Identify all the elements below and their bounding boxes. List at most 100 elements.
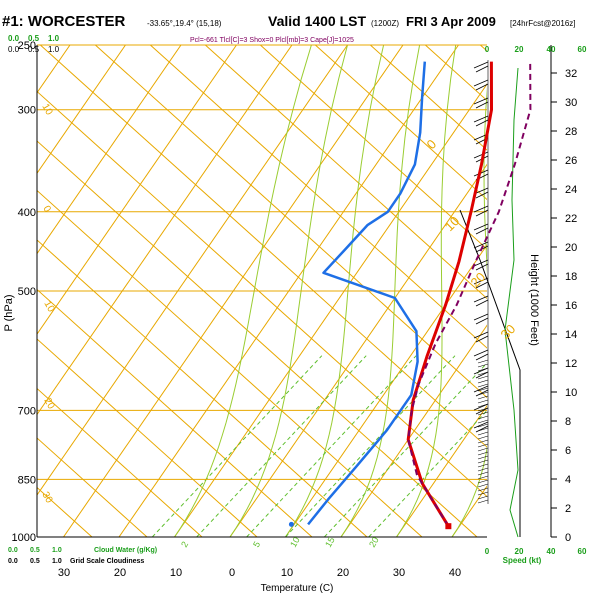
wind-barb [475,299,489,307]
wind-barb [473,277,489,285]
pressure-tick-label: 500 [18,286,36,298]
dry-adiabat-line [37,536,38,537]
station-name: #1: WORCESTER [2,13,126,30]
grid-cloudiness-label: Grid Scale Cloudiness [70,558,144,565]
wind-barb-dense [477,367,489,372]
wind-speed-tick-label: 0 [485,45,490,54]
moist-adiabat-line [396,45,457,537]
temperature-marker [445,523,452,530]
mixing-ratio-label: 10 [288,535,302,549]
clipped-grid [37,45,600,537]
wind-barb [473,241,489,249]
wind-barb [475,335,489,343]
bottom-green-scale-label: 0.5 [30,547,40,554]
wind-barb-dense [477,491,489,496]
wind-barb-dense [477,435,489,440]
wind-barb [473,313,489,321]
pressure-tick-label: 300 [18,105,36,117]
mixing-ratio-line [151,355,323,537]
wind-barb [473,223,489,231]
wind-barb [475,191,489,199]
wind-barb-dense [477,495,489,500]
wind-barb-dense [477,463,489,468]
wind-barb [475,281,489,289]
model-run: [24hrFcst@2016z] [510,19,575,28]
wind-barb [473,421,489,429]
wind-barb-dense [477,451,489,456]
wind-barb-dense [477,371,489,376]
wind-barb-dense [477,363,489,368]
temperature-tick-label: 20 [114,567,126,579]
mixing-ratio-label: 5 [251,540,262,549]
mixing-ratio-line [196,355,367,537]
top-green-scale-label: 1.0 [48,34,60,43]
temperature-tick-label: 0 [229,567,235,579]
wind-speed-tick-label: 20 [515,45,524,54]
wind-barb [475,65,489,73]
wind-barb-dense [477,483,489,488]
wind-barb [475,119,489,127]
temperature-tick-label: 10 [281,567,293,579]
wind-barb-dense [477,407,489,412]
wind-barb [473,151,489,159]
top-black-scale-label: 1.0 [48,45,60,54]
temperature-tick-label: 30 [393,567,405,579]
top-black-scale-label: 0.5 [28,45,40,54]
temperature-tick-label: 10 [170,567,182,579]
wind-speed-tick-label: 60 [578,45,587,54]
bottom-green-scale-label: 0.0 [8,547,18,554]
adiabat-label: 0 [40,204,53,215]
wind-speed-axis-label: Speed (kt) [503,556,542,565]
wind-barb [475,83,489,91]
height-tick-label: 6 [565,445,571,457]
wind-barb [473,295,489,303]
isotherm-label: 0 [424,136,440,152]
height-tick-label: 24 [565,184,577,196]
temperature-tick-label: 30 [58,567,70,579]
bottom-black-scale-label: 0.0 [8,558,18,565]
isotherm-line [396,404,487,537]
wind-barb [473,385,489,393]
valid-time: Valid 1400 LST [268,13,366,29]
pressure-axis-label: P (hPa) [3,294,15,331]
height-tick-label: 28 [565,126,577,138]
wind-barb [473,205,489,213]
forecast-date: FRI 3 Apr 2009 [406,14,496,29]
wind-barb-dense [477,419,489,424]
bottom-green-scale-label: 1.0 [52,547,62,554]
dry-adiabat-line [37,140,478,537]
wind-barb [475,227,489,235]
dry-adiabat-line [149,45,487,349]
isotherm-line [37,45,126,175]
wind-speed-tick-label: 20 [515,547,524,556]
temperature-tick-label: 20 [337,567,349,579]
isotherm-line [508,45,600,537]
parcel-line [407,61,532,527]
mixing-ratio-label: 20 [367,535,381,549]
dry-adiabat-line [259,45,487,250]
profile-line [459,209,521,537]
dry-adiabat-line [37,239,368,537]
height-tick-label: 10 [565,387,577,399]
wind-barb-dense [477,467,489,472]
height-tick-label: 20 [565,242,577,254]
temperature-axis-label: Temperature (C) [261,583,334,594]
pressure-tick-label: 850 [18,474,36,486]
background-lines [36,44,600,538]
height-tick-label: 2 [565,503,571,515]
wind-barb [473,331,489,339]
bottom-black-scale-label: 1.0 [52,558,62,565]
wind-barb [473,61,489,69]
data-lines [288,61,532,530]
wind-barb [475,407,489,415]
temperature-tick-label: 40 [449,567,461,579]
parcel-params: Pcl=-661 Tlcl[C]=3 Shox=0 Plcl[mb]=3 Cap… [190,37,354,44]
adiabat-label: 20 [41,396,56,412]
wind-barb-dense [477,415,489,420]
mixing-ratio-line [368,409,487,537]
wind-barb [473,79,489,87]
height-tick-label: 12 [565,358,577,370]
mixing-ratio-label: 15 [323,535,337,549]
bottom-black-scale-label: 0.5 [30,558,40,565]
